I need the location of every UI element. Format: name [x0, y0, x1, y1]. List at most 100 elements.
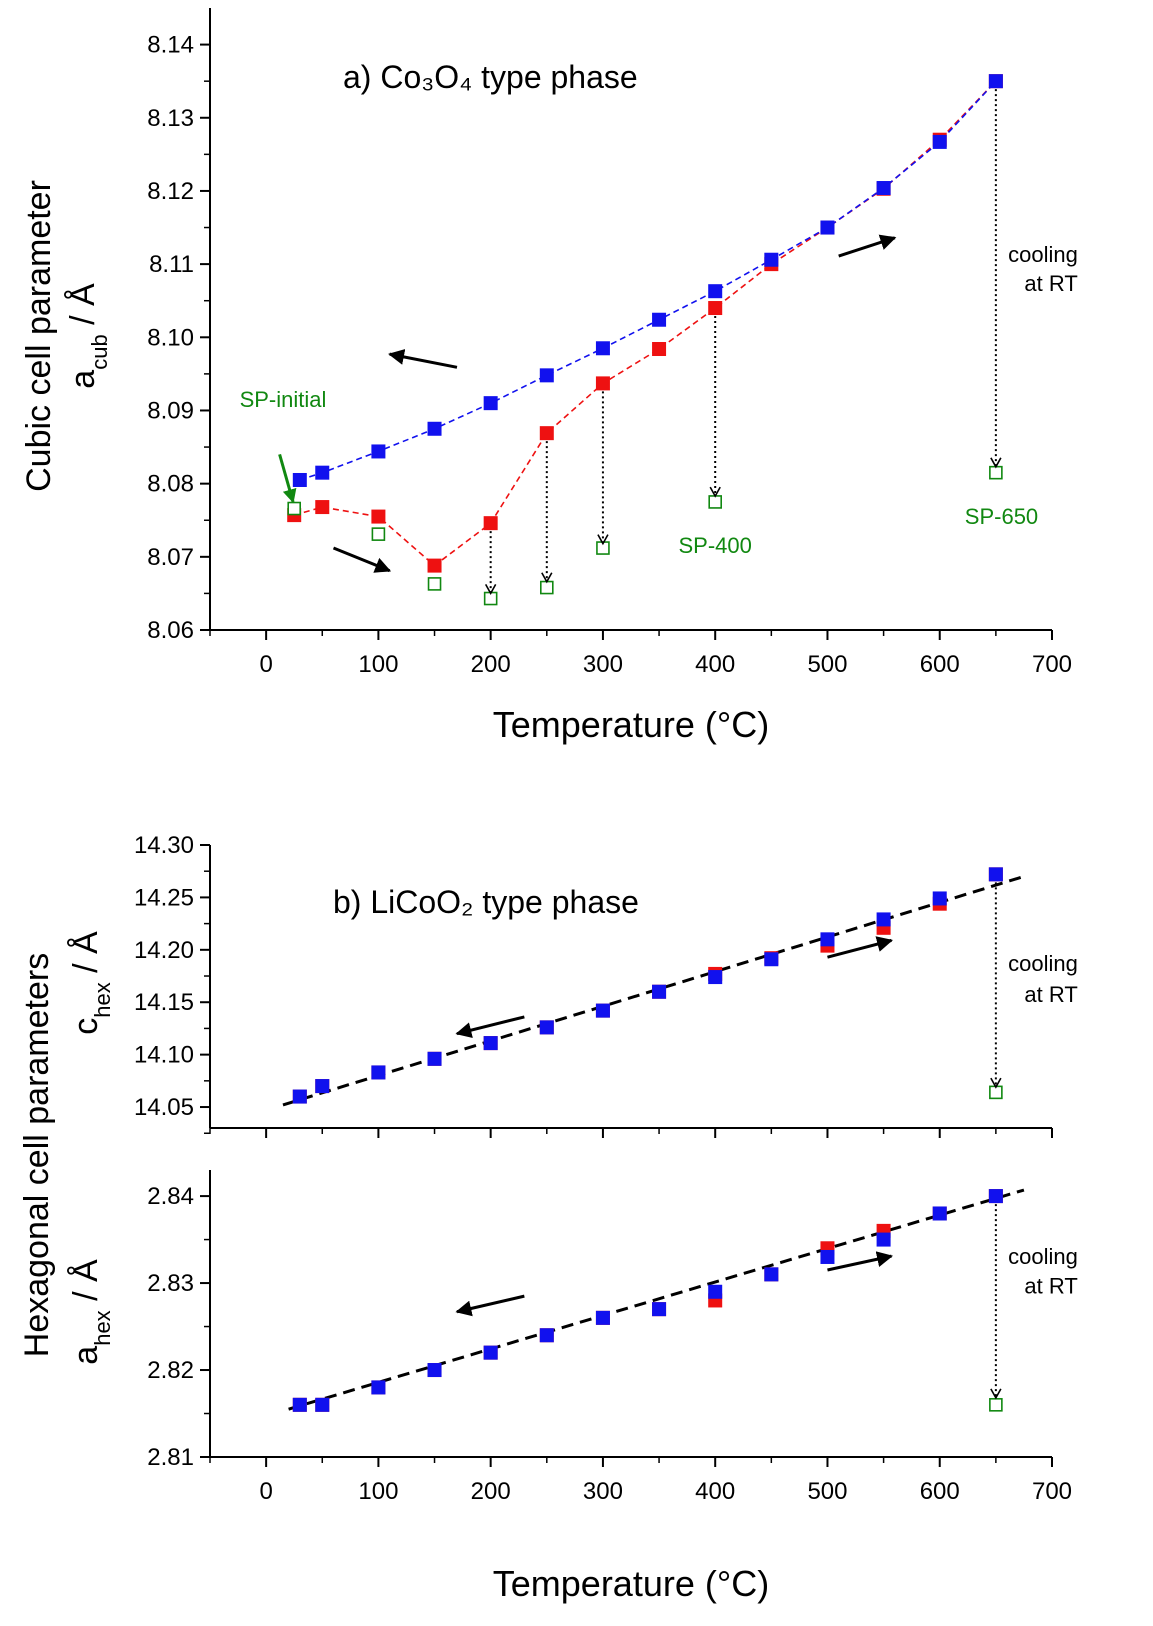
- cooling-point: [539, 1020, 554, 1035]
- cooling-point: [820, 932, 835, 947]
- x-tick-label: 400: [695, 1478, 735, 1505]
- cooling-point: [371, 1380, 386, 1395]
- cooling-point: [595, 1003, 610, 1018]
- axes-2: 2.81 2.82 2.83 2.84 0 100 200 300 400 500 600 700: [147, 1170, 1072, 1505]
- x-tick-label: 500: [807, 651, 847, 678]
- x-tick-label: 0: [259, 1478, 272, 1505]
- cooling-point: [652, 984, 667, 999]
- room-temperature-point: [989, 1398, 1003, 1412]
- room-temperature-point: [708, 495, 723, 509]
- x-tick-label: 100: [358, 651, 398, 678]
- annotation: SP-400: [679, 533, 752, 558]
- y-tick-label: 8.06: [147, 617, 194, 644]
- y-axis-title-line2: acub / Å: [64, 283, 112, 389]
- cooling-point: [371, 1065, 386, 1080]
- y-tick-label: 14.30: [134, 832, 194, 859]
- cooling-point: [483, 396, 498, 411]
- annotation: at RT: [1024, 982, 1077, 1007]
- cooling-point: [427, 1051, 442, 1066]
- cooling-point: [483, 1036, 498, 1051]
- direction-arrow: [827, 1251, 894, 1272]
- cooling-point: [932, 134, 947, 149]
- x-tick-label: 0: [259, 651, 272, 678]
- room-temperature-point: [427, 577, 442, 591]
- room-temperature-point: [539, 580, 554, 595]
- cooling-point: [876, 1232, 891, 1247]
- svg-text:chex / Å: chex / Å: [67, 931, 115, 1035]
- heating-point: [315, 500, 330, 515]
- x-tick-label: 100: [358, 1478, 398, 1505]
- y-axis-title-line1: Cubic cell parameter: [20, 180, 58, 492]
- cooling-point: [708, 1284, 723, 1299]
- cooling-point: [292, 1089, 307, 1104]
- heating-point: [427, 558, 442, 573]
- y-tick-label: 8.11: [149, 251, 194, 278]
- direction-arrow: [827, 936, 894, 959]
- x-tick-label: 600: [920, 1478, 960, 1505]
- direction-arrow: [838, 234, 897, 258]
- cooling-point: [932, 1206, 947, 1221]
- room-temperature-point: [989, 465, 1003, 480]
- annotation: at RT: [1024, 1273, 1077, 1298]
- cooling-point: [764, 252, 779, 267]
- room-temperature-point: [483, 591, 498, 606]
- cooling-point: [820, 220, 835, 235]
- y-tick-label: 14.10: [134, 1042, 194, 1069]
- x-tick-label: 400: [695, 651, 735, 678]
- cooling-point: [483, 1345, 498, 1360]
- x-axis-title-a: Temperature (°C): [493, 704, 769, 745]
- shared-y-axis-title: Hexagonal cell parameters: [18, 953, 56, 1357]
- y-tick-label: 8.14: [147, 32, 194, 59]
- heating-point: [371, 509, 386, 524]
- direction-arrow: [388, 349, 458, 369]
- direction-arrow: [455, 1294, 525, 1317]
- y-axis-title-a: Cubic cell parameter acub / Å: [20, 180, 112, 492]
- cooling-point: [315, 1079, 330, 1094]
- y-axis-title-hexagonal: Hexagonal cell parameters: [18, 953, 56, 1357]
- y-tick-label: 8.08: [147, 471, 194, 498]
- annotation: cooling: [1008, 1244, 1078, 1269]
- axes-1: 14.05 14.10 14.15 14.20 14.25 14.30: [134, 832, 1053, 1138]
- y-tick-label: 8.12: [147, 178, 194, 205]
- y-tick-label: 8.09: [147, 397, 194, 424]
- heating-point: [539, 426, 554, 441]
- cooling-point: [371, 444, 386, 459]
- cooling-point: [539, 368, 554, 383]
- y-tick-label: 2.82: [147, 1357, 194, 1384]
- cooling-point: [595, 1310, 610, 1325]
- cooling-point: [652, 1302, 667, 1317]
- cooling-point: [988, 74, 1003, 89]
- cooling-point: [292, 472, 307, 487]
- room-temperature-point: [989, 1085, 1003, 1100]
- cooling-point: [988, 867, 1003, 882]
- y-tick-label: 14.15: [134, 989, 194, 1016]
- cooling-point: [764, 952, 779, 967]
- panel-b-title: b) LiCoO₂ type phase: [333, 884, 639, 920]
- y-tick-label: 2.84: [147, 1183, 194, 1210]
- y-tick-label: 8.07: [147, 544, 194, 571]
- series-group-2: [292, 1189, 1003, 1412]
- cooling-point: [595, 341, 610, 356]
- cooling-point: [708, 970, 723, 985]
- cooling-point: [427, 1363, 442, 1378]
- y-tick-label: 14.05: [134, 1094, 194, 1121]
- axes-0: 8.06 8.07 8.08 8.09 8.10 8.11 8.12 8.13 8.14 0 100…: [147, 8, 1072, 678]
- annotation: at RT: [1024, 271, 1077, 296]
- cooling-point: [988, 1189, 1003, 1204]
- x-axis-title-b: Temperature (°C): [493, 1563, 769, 1604]
- series-group-0: [287, 74, 1003, 606]
- annotation: cooling: [1008, 951, 1078, 976]
- direction-arrow: [455, 1015, 525, 1038]
- heating-point: [708, 301, 723, 316]
- cooling-point: [876, 912, 891, 927]
- cooling-point: [764, 1267, 779, 1282]
- cooling-point: [876, 181, 891, 196]
- annotation: SP-initial: [240, 387, 327, 412]
- y-axis-title-c-hex: chex / Å: [67, 931, 115, 1035]
- annotation: SP-650: [965, 504, 1038, 529]
- cooling-point: [315, 465, 330, 480]
- y-tick-label: 8.13: [147, 105, 194, 132]
- y-axis-title-a-hex: ahex / Å: [67, 1259, 115, 1365]
- cooling-point: [820, 1249, 835, 1264]
